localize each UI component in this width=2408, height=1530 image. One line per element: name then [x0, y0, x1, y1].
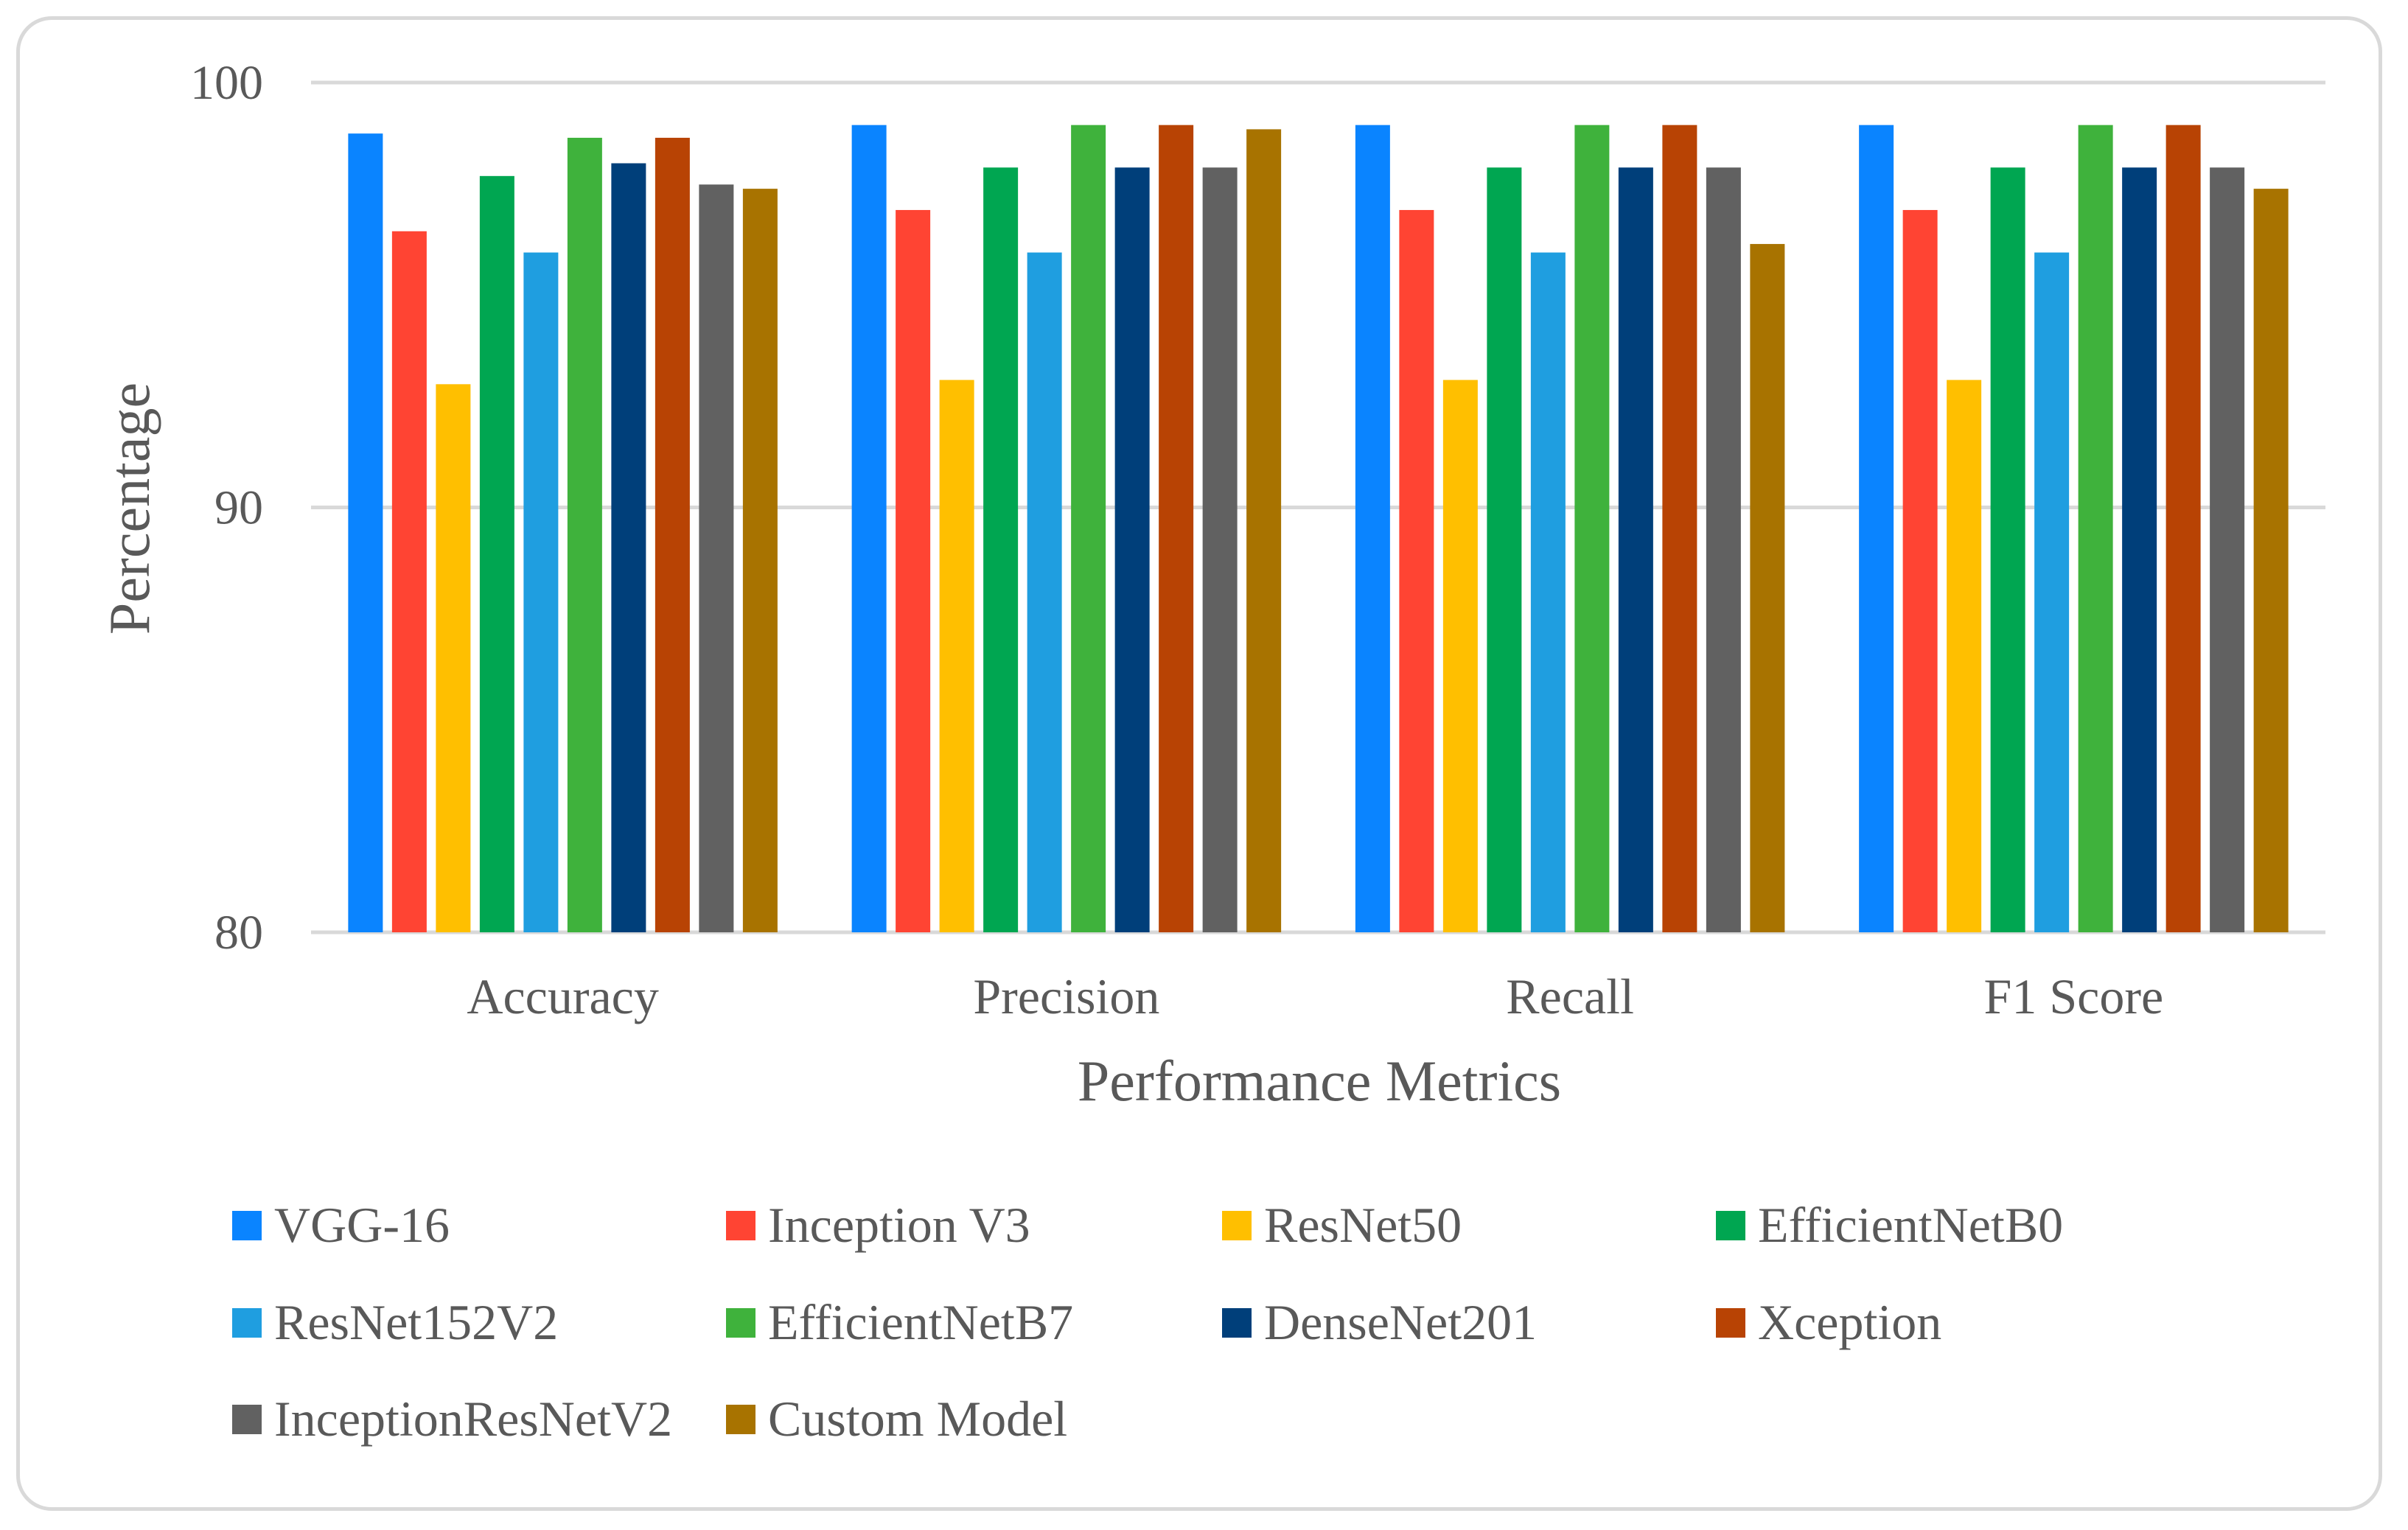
bar — [983, 167, 1019, 932]
y-axis-ticks: 80 90 100 — [190, 56, 263, 960]
bar — [1706, 167, 1741, 932]
bar — [2034, 252, 2070, 933]
bar — [523, 252, 559, 933]
x-tick-label: Precision — [973, 968, 1159, 1024]
bar — [348, 133, 383, 933]
bar — [1902, 209, 1938, 932]
legend-label: EfficientNetB0 — [1758, 1197, 2063, 1253]
legend-label: Custom Model — [768, 1391, 1067, 1447]
legend-swatch — [1716, 1211, 1745, 1240]
legend-swatch — [726, 1211, 755, 1240]
bars — [348, 125, 2289, 933]
bar — [479, 175, 514, 933]
bar — [2166, 125, 2201, 932]
y-tick-label: 80 — [214, 906, 263, 960]
bar — [2210, 167, 2245, 932]
bar — [436, 384, 471, 932]
legend-swatch — [1716, 1308, 1745, 1338]
bar — [655, 137, 690, 932]
legend: VGG-16 Inception V3 ResNet50 EfficientNetB0… — [232, 1197, 2063, 1447]
bar — [896, 209, 931, 932]
x-axis-title: Performance Metrics — [1078, 1049, 1561, 1113]
bar — [1159, 125, 1194, 932]
bar — [391, 231, 427, 932]
bar — [1442, 380, 1478, 932]
bar — [1618, 167, 1653, 932]
y-axis-title: Percentage — [97, 382, 161, 635]
bar — [1530, 252, 1566, 933]
bar — [1202, 167, 1238, 932]
bar — [2253, 189, 2289, 932]
bar — [1114, 167, 1150, 932]
bar — [699, 184, 734, 933]
legend-label: InceptionResNetV2 — [274, 1391, 672, 1447]
bar — [2078, 125, 2113, 932]
legend-label: ResNet152V2 — [274, 1294, 558, 1350]
x-tick-label: Accuracy — [467, 968, 658, 1024]
bar — [611, 163, 646, 932]
legend-swatch — [726, 1308, 755, 1338]
bar — [1355, 125, 1390, 932]
bar — [1859, 125, 1894, 932]
legend-label: VGG-16 — [274, 1197, 450, 1253]
x-tick-label: F1 Score — [1984, 968, 2164, 1024]
legend-swatch — [232, 1405, 262, 1434]
bar — [1246, 129, 1282, 932]
bar — [1027, 252, 1062, 933]
x-tick-label: Recall — [1506, 968, 1634, 1024]
bar — [939, 380, 974, 932]
legend-label: Xception — [1758, 1294, 1941, 1350]
legend-swatch — [1222, 1308, 1252, 1338]
bar — [1574, 125, 1610, 932]
legend-label: ResNet50 — [1264, 1197, 1462, 1253]
bar — [1662, 125, 1697, 932]
legend-label: Inception V3 — [768, 1197, 1030, 1253]
bar — [1071, 125, 1106, 932]
y-tick-label: 100 — [190, 56, 263, 110]
y-tick-label: 90 — [214, 481, 263, 535]
gridlines — [311, 80, 2325, 935]
bar — [567, 137, 602, 932]
bar — [851, 125, 887, 932]
legend-swatch — [1222, 1211, 1252, 1240]
x-axis-ticks: Accuracy Precision Recall F1 Score — [467, 968, 2163, 1024]
bar — [1399, 209, 1434, 932]
bar — [1990, 167, 2025, 932]
legend-swatch — [232, 1308, 262, 1338]
bar — [742, 189, 778, 932]
bar — [1947, 380, 1982, 932]
legend-label: EfficientNetB7 — [768, 1294, 1073, 1350]
legend-swatch — [232, 1211, 262, 1240]
legend-swatch — [726, 1405, 755, 1434]
bar — [1750, 244, 1785, 932]
bar — [1487, 167, 1522, 932]
bar — [2122, 167, 2157, 932]
legend-label: DenseNet201 — [1264, 1294, 1537, 1350]
